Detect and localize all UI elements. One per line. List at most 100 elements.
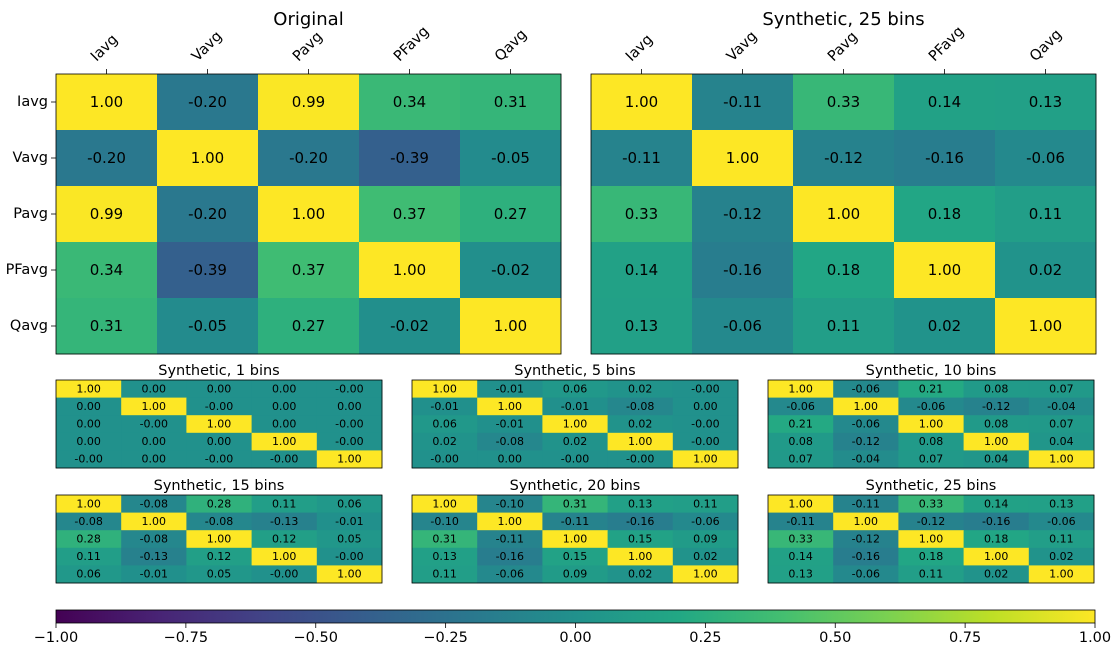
heatmap-cell bbox=[251, 432, 318, 451]
cell-value-label: 0.14 bbox=[788, 550, 813, 563]
small-panel-title: Synthetic, 1 bins bbox=[158, 363, 280, 379]
heatmap-cell bbox=[607, 415, 674, 434]
heatmap-cell bbox=[157, 74, 259, 131]
panel-frame bbox=[55, 494, 383, 584]
heatmap-cell bbox=[793, 186, 895, 243]
cell-value-label: -0.11 bbox=[561, 515, 589, 528]
heatmap-cell bbox=[56, 397, 122, 416]
cell-value-label: 1.00 bbox=[90, 93, 123, 111]
heatmap-cell bbox=[607, 450, 674, 469]
cell-value-label: 1.00 bbox=[432, 382, 457, 395]
heatmap-cell bbox=[768, 415, 834, 434]
heatmap-cell bbox=[477, 495, 543, 513]
cell-value-label: 0.33 bbox=[625, 205, 658, 223]
cell-value-label: -0.00 bbox=[335, 550, 363, 563]
colorbar-tick-label: 0.50 bbox=[819, 630, 851, 646]
heatmap-cell bbox=[607, 530, 674, 549]
heatmap-cell bbox=[316, 397, 383, 416]
heatmap-cell bbox=[121, 495, 187, 513]
heatmap-cell bbox=[157, 130, 259, 187]
small-panel-title: Synthetic, 10 bins bbox=[866, 363, 997, 379]
heatmap-cell bbox=[672, 380, 739, 398]
cell-value-label: -0.08 bbox=[205, 515, 233, 528]
x-tick-label: Vavg bbox=[189, 28, 225, 64]
heatmap-cell bbox=[477, 450, 543, 469]
heatmap-cell bbox=[477, 530, 543, 549]
heatmap-cell bbox=[672, 565, 739, 584]
heatmap-cell bbox=[316, 380, 383, 398]
cell-value-label: 1.00 bbox=[498, 515, 523, 528]
cell-value-label: -0.16 bbox=[723, 261, 762, 279]
cell-value-label: -0.10 bbox=[430, 515, 458, 528]
cell-value-label: 1.00 bbox=[272, 435, 297, 448]
cell-value-label: -0.00 bbox=[691, 382, 719, 395]
heatmap-cell bbox=[157, 242, 259, 299]
cell-value-label: 0.02 bbox=[432, 435, 457, 448]
heatmap-cell bbox=[672, 432, 739, 451]
heatmap-cell bbox=[251, 450, 318, 469]
heatmap-cell bbox=[607, 380, 674, 398]
heatmap-cell bbox=[258, 242, 360, 299]
heatmap-cell bbox=[672, 397, 739, 416]
heatmap-cell bbox=[186, 547, 252, 566]
heatmap-cell bbox=[258, 130, 360, 187]
cell-value-label: 0.08 bbox=[919, 435, 944, 448]
colorbar-tick-label: −1.00 bbox=[34, 630, 78, 646]
colorbar: −1.00 −0.75 −0.50 −0.25 0.00 0.25 0.50 0.75 1.00 bbox=[34, 609, 1111, 646]
cell-value-label: 0.31 bbox=[90, 317, 123, 335]
cell-value-label: 0.09 bbox=[563, 568, 588, 581]
small-panel-4: Synthetic, 20 bins 1.00 -0.10 0.31 0.13 0.11 -… bbox=[411, 478, 739, 584]
x-tick-label: PFavg bbox=[391, 24, 432, 65]
cell-value-label: -0.16 bbox=[626, 515, 654, 528]
heatmap-cell bbox=[898, 547, 964, 566]
cell-value-label: 1.00 bbox=[1029, 317, 1062, 335]
heatmap-cell bbox=[768, 495, 834, 513]
cell-value-label: 1.00 bbox=[563, 533, 588, 546]
cell-value-label: 1.00 bbox=[498, 400, 523, 413]
cell-value-label: -0.01 bbox=[561, 400, 589, 413]
x-tick-label: Iavg bbox=[88, 32, 121, 65]
cell-value-label: -0.39 bbox=[390, 149, 429, 167]
heatmap-cell bbox=[121, 512, 187, 531]
heatmap-cell bbox=[542, 432, 608, 451]
cell-value-label: 1.00 bbox=[272, 550, 297, 563]
cell-value-label: 0.02 bbox=[628, 568, 653, 581]
heatmap-cell bbox=[898, 450, 964, 469]
small-panel-title: Synthetic, 5 bins bbox=[514, 363, 636, 379]
cell-value-label: -0.00 bbox=[205, 400, 233, 413]
heatmap-cell bbox=[833, 565, 899, 584]
cell-value-label: -0.20 bbox=[188, 205, 227, 223]
cell-value-label: 0.04 bbox=[1049, 435, 1074, 448]
heatmap-cell bbox=[477, 512, 543, 531]
heatmap-cell bbox=[316, 432, 383, 451]
heatmap-cell bbox=[591, 242, 693, 299]
heatmap-cell bbox=[607, 432, 674, 451]
heatmap-cell bbox=[359, 242, 461, 299]
heatmap-cell bbox=[833, 530, 899, 549]
cell-value-label: -0.00 bbox=[270, 568, 298, 581]
cell-value-label: 1.00 bbox=[693, 453, 718, 466]
y-tick-label: Pavg bbox=[13, 206, 48, 222]
cell-value-label: -0.06 bbox=[852, 418, 880, 431]
cell-value-label: -0.20 bbox=[289, 149, 328, 167]
cell-value-label: 1.00 bbox=[625, 93, 658, 111]
heatmap-cell bbox=[251, 565, 318, 584]
heatmap-cell bbox=[121, 530, 187, 549]
cell-value-label: 0.15 bbox=[628, 533, 653, 546]
colorbar-tick-label: −0.25 bbox=[423, 630, 467, 646]
panel-frame bbox=[767, 494, 1095, 584]
cell-value-label: -0.06 bbox=[1047, 515, 1075, 528]
heatmap-cell bbox=[186, 495, 252, 513]
heatmap-cell bbox=[672, 512, 739, 531]
heatmap-cell bbox=[963, 415, 1030, 434]
cell-value-label: -0.00 bbox=[561, 453, 589, 466]
cell-value-label: -0.16 bbox=[925, 149, 964, 167]
cell-value-label: 0.00 bbox=[207, 382, 232, 395]
cell-value-label: -0.11 bbox=[852, 497, 880, 510]
heatmap-cell bbox=[833, 432, 899, 451]
heatmap-cell bbox=[477, 565, 543, 584]
cell-value-label: 0.18 bbox=[919, 550, 944, 563]
y-tick-label: Vavg bbox=[13, 150, 48, 166]
heatmap-cell bbox=[768, 380, 834, 398]
cell-value-label: -0.08 bbox=[626, 400, 654, 413]
